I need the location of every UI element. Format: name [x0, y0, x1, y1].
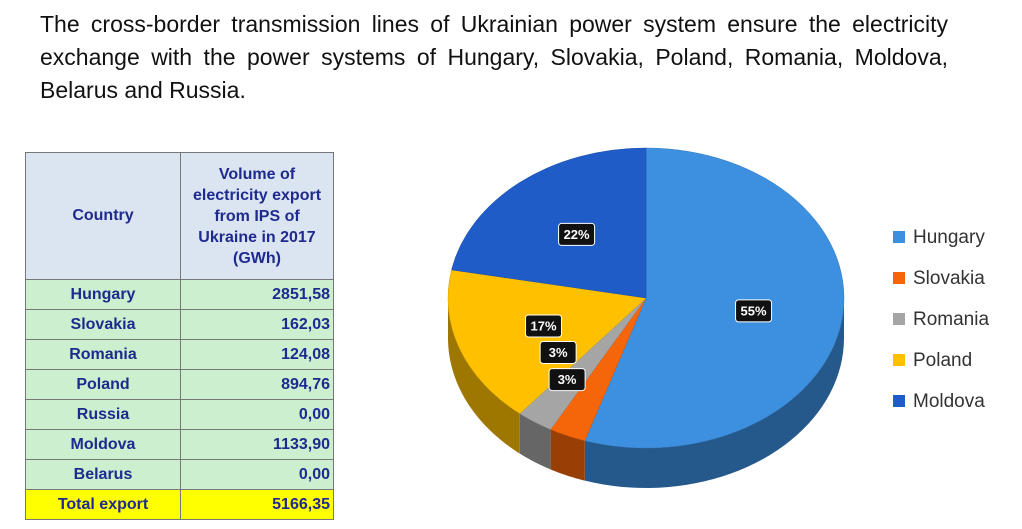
header-cell: Volume of electricity export from IPS of…: [180, 152, 334, 280]
data-label: 55%: [735, 299, 773, 323]
value-cell: 162,03: [180, 309, 334, 340]
legend-label: Moldova: [913, 391, 985, 412]
pie-slice: [451, 147, 647, 299]
data-label: 3%: [548, 368, 586, 392]
pie-slice: [584, 147, 845, 449]
legend-label: Hungary: [913, 227, 985, 248]
legend-swatch: [893, 313, 905, 325]
legend-swatch: [893, 395, 905, 407]
country-cell: Belarus: [25, 459, 181, 490]
data-label: 17%: [525, 314, 563, 338]
label-text: 55%: [741, 303, 767, 318]
value-cell: 1133,90: [180, 429, 334, 460]
table-row: Hungary 2851,58: [25, 279, 334, 310]
data-label: 3%: [539, 341, 577, 365]
table-row: Belarus 0,00: [25, 459, 334, 490]
export-table: Country Volume of electricity export fro…: [25, 152, 334, 520]
label-box: [735, 299, 773, 323]
label-text: 22%: [564, 227, 590, 242]
label-box: [548, 368, 586, 392]
value-cell: 894,76: [180, 369, 334, 400]
table-row: Russia 0,00: [25, 399, 334, 430]
data-label: 22%: [558, 222, 596, 246]
legend-swatch: [893, 231, 905, 243]
table-row: Slovakia 162,03: [25, 309, 334, 340]
legend-label: Romania: [913, 309, 989, 330]
label-text: 3%: [549, 345, 568, 360]
country-cell: Poland: [25, 369, 181, 400]
pie-side: [519, 413, 551, 470]
value-cell: 124,08: [180, 339, 334, 370]
label-box: [558, 222, 596, 246]
legend-label: Poland: [913, 350, 972, 371]
legend-swatch: [893, 354, 905, 366]
value-cell: 5166,35: [180, 489, 334, 520]
label-text: 3%: [558, 372, 577, 387]
table-row: Moldova 1133,90: [25, 429, 334, 460]
paragraph: The cross-border transmission lines of U…: [40, 11, 948, 103]
label-text: 17%: [531, 318, 557, 333]
country-cell: Total export: [25, 489, 181, 520]
country-cell: Hungary: [25, 279, 181, 310]
legend-swatch: [893, 272, 905, 284]
table-row: Total export 5166,35: [25, 489, 334, 520]
country-cell: Moldova: [25, 429, 181, 460]
label-box: [525, 314, 563, 338]
pie-side: [448, 298, 520, 454]
value-cell: 2851,58: [180, 279, 334, 310]
value-cell: 0,00: [180, 399, 334, 430]
pie-side: [550, 429, 585, 481]
label-box: [539, 341, 577, 365]
legend-label: Slovakia: [913, 268, 985, 289]
pie-side: [584, 298, 844, 488]
country-cell: Romania: [25, 339, 181, 370]
table-row: Poland 894,76: [25, 369, 334, 400]
country-cell: Slovakia: [25, 309, 181, 340]
table-row: Romania 124,08: [25, 339, 334, 370]
